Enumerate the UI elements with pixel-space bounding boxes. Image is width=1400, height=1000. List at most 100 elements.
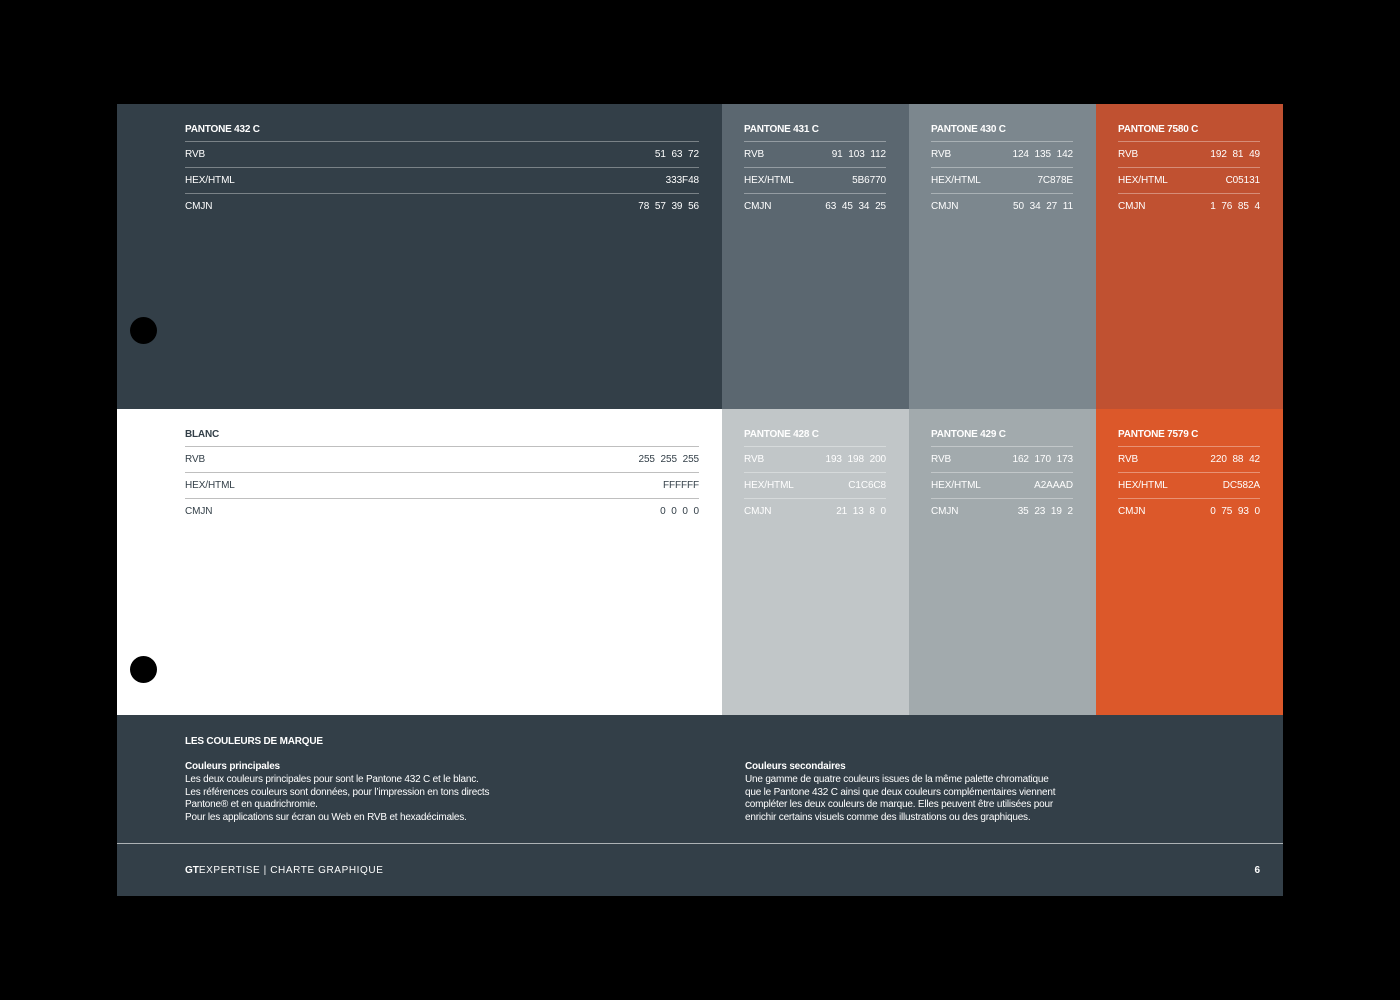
hex-value: A2AAAD bbox=[1034, 480, 1073, 491]
hex-label: HEX/HTML bbox=[1118, 480, 1168, 491]
swatch-name: PANTONE 432 C bbox=[185, 124, 260, 135]
cmjn-row: CMJN 78 57 39 56 bbox=[185, 193, 699, 219]
swatch-pantone-429c: PANTONE 429 C RVB 162 170 173 HEX/HTML A2A… bbox=[909, 409, 1096, 715]
cmjn-value: 50 34 27 11 bbox=[1013, 201, 1073, 212]
cmjn-label: CMJN bbox=[1118, 506, 1146, 517]
hex-row: HEX/HTML FFFFFF bbox=[185, 472, 699, 498]
footer-divider bbox=[117, 843, 1283, 844]
hex-value: C1C6C8 bbox=[848, 480, 886, 491]
swatch-pantone-7580c: PANTONE 7580 C RVB 192 81 49 HEX/HTML C051… bbox=[1096, 104, 1283, 409]
cmjn-row: CMJN 21 13 8 0 bbox=[744, 498, 886, 524]
brand-logo-text: GT bbox=[185, 865, 199, 876]
swatch-name: PANTONE 428 C bbox=[744, 429, 819, 440]
swatch-blanc: BLANC RVB 255 255 255 HEX/HTML FFFFFF CMJN… bbox=[117, 409, 722, 715]
cmjn-label: CMJN bbox=[185, 201, 213, 212]
swatch-name: PANTONE 431 C bbox=[744, 124, 819, 135]
cmjn-label: CMJN bbox=[744, 506, 772, 517]
hex-value: C05131 bbox=[1225, 175, 1261, 186]
rvb-value: 162 170 173 bbox=[1012, 454, 1073, 465]
cmjn-row: CMJN 35 23 19 2 bbox=[931, 498, 1073, 524]
binder-hole-top bbox=[130, 317, 157, 344]
hex-label: HEX/HTML bbox=[744, 175, 794, 186]
rvb-label: RVB bbox=[931, 454, 952, 465]
brand-guide-page: PANTONE 432 C RVB 51 63 72 HEX/HTML 333F48… bbox=[117, 104, 1283, 896]
cmjn-value: 63 45 34 25 bbox=[825, 201, 886, 212]
hex-value: DC582A bbox=[1222, 480, 1260, 491]
cmjn-row: CMJN 50 34 27 11 bbox=[931, 193, 1073, 219]
rvb-row: RVB 193 198 200 bbox=[744, 446, 886, 472]
swatch-name: PANTONE 429 C bbox=[931, 429, 1006, 440]
footer-panel: LES COULEURS DE MARQUE Couleurs principa… bbox=[117, 715, 1283, 896]
cmjn-label: CMJN bbox=[931, 506, 959, 517]
rvb-label: RVB bbox=[185, 149, 206, 160]
rvb-label: RVB bbox=[185, 454, 206, 465]
brand-line: GTEXPERTISE | CHARTE GRAPHIQUE bbox=[185, 865, 384, 876]
rvb-label: RVB bbox=[744, 454, 765, 465]
secondary-colors-description: Couleurs secondaires Une gamme de quatre… bbox=[745, 761, 1085, 825]
hex-row: HEX/HTML C05131 bbox=[1118, 167, 1260, 193]
hex-row: HEX/HTML DC582A bbox=[1118, 472, 1260, 498]
rvb-label: RVB bbox=[931, 149, 952, 160]
hex-label: HEX/HTML bbox=[931, 175, 981, 186]
hex-label: HEX/HTML bbox=[185, 480, 235, 491]
rvb-value: 91 103 112 bbox=[831, 149, 886, 160]
primary-colors-title: Couleurs principales bbox=[185, 761, 280, 772]
cmjn-value: 1 76 85 4 bbox=[1210, 201, 1260, 212]
swatch-pantone-432c: PANTONE 432 C RVB 51 63 72 HEX/HTML 333F48… bbox=[117, 104, 722, 409]
rvb-label: RVB bbox=[744, 149, 765, 160]
hex-row: HEX/HTML 7C878E bbox=[931, 167, 1073, 193]
hex-value: FFFFFF bbox=[662, 480, 699, 491]
rvb-value: 124 135 142 bbox=[1012, 149, 1073, 160]
primary-colors-description: Couleurs principales Les deux couleurs p… bbox=[185, 761, 525, 825]
rvb-row: RVB 220 88 42 bbox=[1118, 446, 1260, 472]
cmjn-row: CMJN 1 76 85 4 bbox=[1118, 193, 1260, 219]
swatch-pantone-431c: PANTONE 431 C RVB 91 103 112 HEX/HTML 5B67… bbox=[722, 104, 909, 409]
hex-value: 5B6770 bbox=[852, 175, 886, 186]
cmjn-label: CMJN bbox=[185, 506, 213, 517]
swatch-pantone-428c: PANTONE 428 C RVB 193 198 200 HEX/HTML C1C… bbox=[722, 409, 909, 715]
rvb-value: 193 198 200 bbox=[825, 454, 886, 465]
hex-value: 333F48 bbox=[665, 175, 699, 186]
rvb-row: RVB 255 255 255 bbox=[185, 446, 699, 472]
cmjn-value: 78 57 39 56 bbox=[638, 201, 699, 212]
rvb-row: RVB 51 63 72 bbox=[185, 141, 699, 167]
hex-label: HEX/HTML bbox=[185, 175, 235, 186]
hex-row: HEX/HTML 5B6770 bbox=[744, 167, 886, 193]
rvb-row: RVB 124 135 142 bbox=[931, 141, 1073, 167]
hex-row: HEX/HTML 333F48 bbox=[185, 167, 699, 193]
rvb-value: 220 88 42 bbox=[1210, 454, 1260, 465]
rvb-value: 51 63 72 bbox=[654, 149, 699, 160]
rvb-label: RVB bbox=[1118, 454, 1139, 465]
hex-label: HEX/HTML bbox=[1118, 175, 1168, 186]
cmjn-value: 35 23 19 2 bbox=[1017, 506, 1073, 517]
swatch-name: PANTONE 7580 C bbox=[1118, 124, 1199, 135]
swatch-name: PANTONE 430 C bbox=[931, 124, 1006, 135]
cmjn-value: 0 75 93 0 bbox=[1210, 506, 1260, 517]
cmjn-row: CMJN 63 45 34 25 bbox=[744, 193, 886, 219]
section-heading: LES COULEURS DE MARQUE bbox=[185, 736, 323, 747]
cmjn-row: CMJN 0 0 0 0 bbox=[185, 498, 699, 524]
hex-row: HEX/HTML A2AAAD bbox=[931, 472, 1073, 498]
swatch-name: PANTONE 7579 C bbox=[1118, 429, 1199, 440]
swatch-pantone-7579c: PANTONE 7579 C RVB 220 88 42 HEX/HTML DC58… bbox=[1096, 409, 1283, 715]
cmjn-label: CMJN bbox=[931, 201, 959, 212]
rvb-value: 192 81 49 bbox=[1210, 149, 1260, 160]
cmjn-row: CMJN 0 75 93 0 bbox=[1118, 498, 1260, 524]
hex-label: HEX/HTML bbox=[931, 480, 981, 491]
secondary-colors-text: Une gamme de quatre couleurs issues de l… bbox=[745, 773, 1056, 824]
hex-row: HEX/HTML C1C6C8 bbox=[744, 472, 886, 498]
page-number: 6 bbox=[1254, 865, 1260, 876]
rvb-label: RVB bbox=[1118, 149, 1139, 160]
cmjn-label: CMJN bbox=[1118, 201, 1146, 212]
hex-value: 7C878E bbox=[1037, 175, 1073, 186]
cmjn-value: 21 13 8 0 bbox=[836, 506, 886, 517]
binder-hole-bottom bbox=[130, 656, 157, 683]
cmjn-value: 0 0 0 0 bbox=[660, 506, 699, 517]
secondary-colors-title: Couleurs secondaires bbox=[745, 761, 846, 772]
cmjn-label: CMJN bbox=[744, 201, 772, 212]
primary-colors-text: Les deux couleurs principales pour sont … bbox=[185, 773, 490, 824]
swatch-pantone-430c: PANTONE 430 C RVB 124 135 142 HEX/HTML 7C8… bbox=[909, 104, 1096, 409]
rvb-value: 255 255 255 bbox=[638, 454, 699, 465]
rvb-row: RVB 91 103 112 bbox=[744, 141, 886, 167]
swatch-name: BLANC bbox=[185, 429, 219, 440]
